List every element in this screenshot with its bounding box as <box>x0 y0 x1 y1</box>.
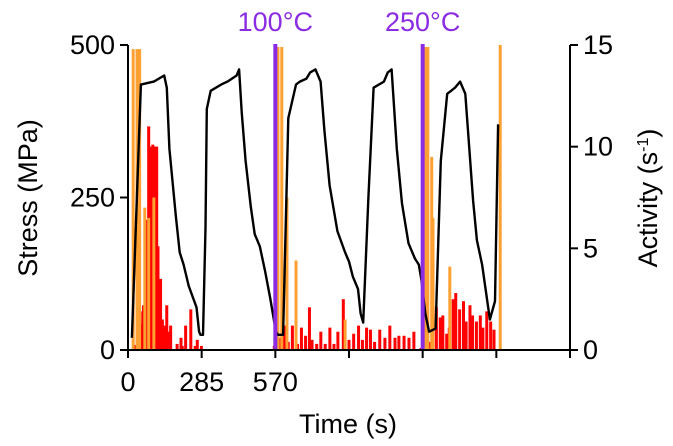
plot-content: 100°C 250°C <box>130 7 502 350</box>
y-axis-left-title: Stress (MPa) <box>13 119 43 277</box>
y-right-tick-label: 10 <box>583 132 613 162</box>
y-axis-right-title-sup: -1 <box>635 138 652 152</box>
x-tick-label: 0 <box>120 367 135 397</box>
x-axis-title: Time (s) <box>299 409 397 439</box>
y-right-tick-label: 5 <box>583 233 598 263</box>
y-left-tick-label: 250 <box>70 183 115 213</box>
y-axis-right-title-close: ) <box>633 129 663 138</box>
y-left-tick-label: 500 <box>70 30 115 60</box>
y-left-tick-label: 0 <box>100 335 115 365</box>
y-right-tick-label: 15 <box>583 30 613 60</box>
x-tick-label: 285 <box>179 367 224 397</box>
stress-line <box>130 68 500 338</box>
axes: 0 285 570 0 250 500 0 5 10 15 <box>70 30 613 397</box>
temperature-markers: 100°C 250°C <box>238 7 460 350</box>
y-axis-right-title-main: Activity (s <box>633 152 663 268</box>
y-axis-right-title: Activity (s-1) <box>633 129 663 268</box>
stress-series-line <box>130 68 500 338</box>
temperature-marker-label: 100°C <box>238 7 313 37</box>
activity-high-spikes <box>131 45 502 350</box>
y-right-tick-label: 0 <box>583 335 598 365</box>
x-tick-label: 570 <box>253 367 298 397</box>
temperature-marker-label: 250°C <box>385 7 460 37</box>
